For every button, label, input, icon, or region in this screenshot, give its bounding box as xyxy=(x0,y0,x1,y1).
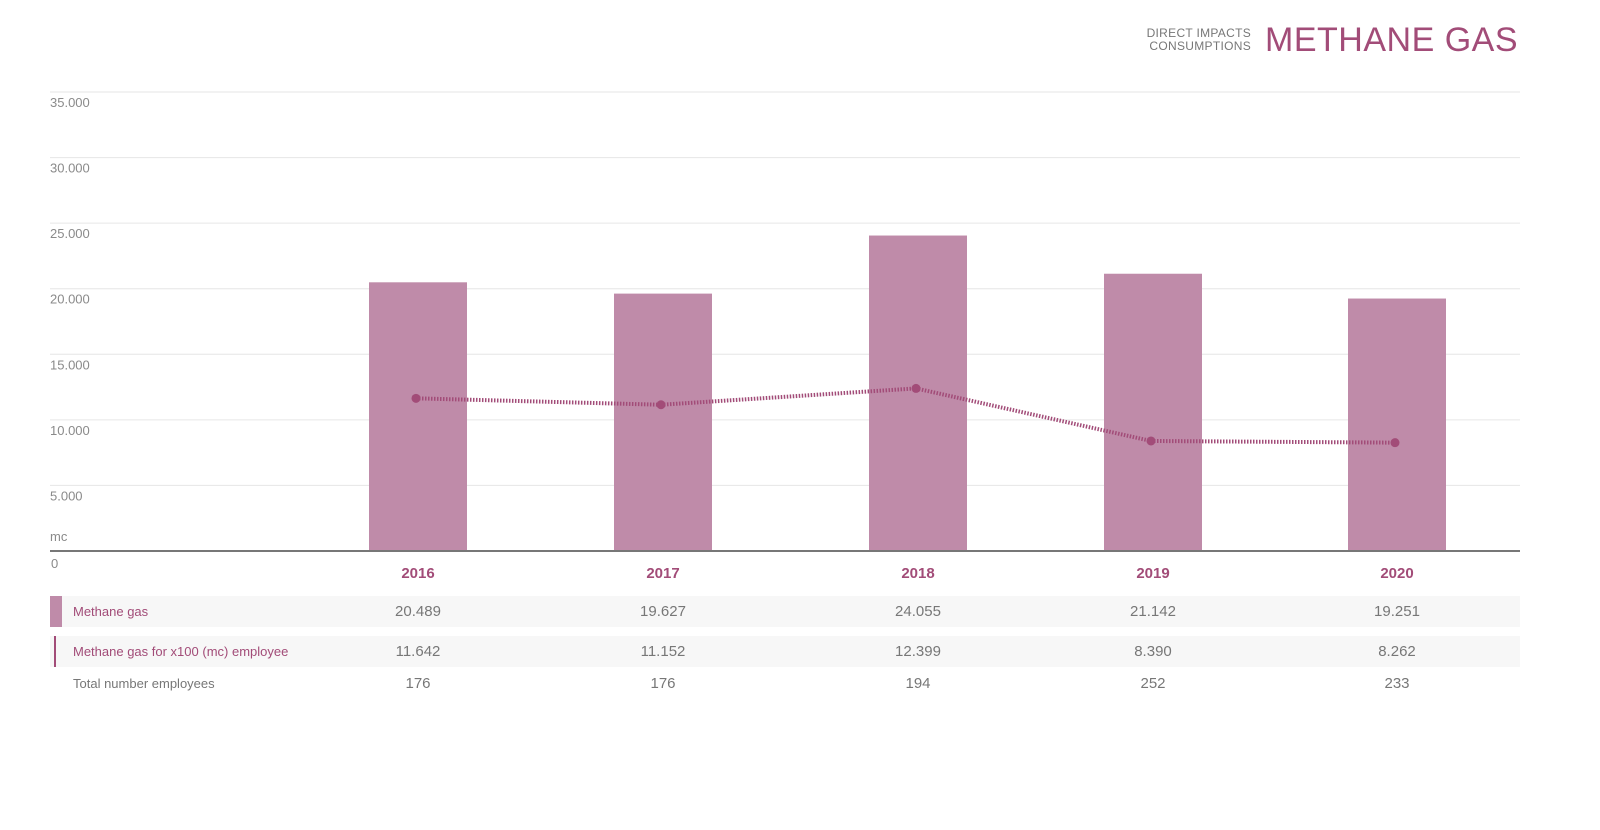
legend-swatch-line xyxy=(54,636,56,667)
legend-label-methane-gas: Methane gas xyxy=(73,604,149,619)
subtitle-line-2: CONSUMPTIONS xyxy=(1149,39,1252,53)
table-row-bg xyxy=(50,596,1520,627)
x-category-label: 2019 xyxy=(1136,565,1169,582)
line-segment xyxy=(915,386,1152,443)
y-tick-label: 5.000 xyxy=(50,488,83,503)
x-category-label: 2020 xyxy=(1380,565,1413,582)
legend-label-per-employee: Methane gas for x100 (mc) employee xyxy=(73,644,288,659)
y-tick-label: 15.000 xyxy=(50,357,90,372)
line-segment xyxy=(415,396,662,407)
line-point-2016 xyxy=(411,393,421,403)
table-cell-value: 252 xyxy=(1140,675,1165,692)
y-tick-label: 0 xyxy=(51,556,58,571)
chart-title: METHANE GAS xyxy=(1265,21,1518,59)
table-cell-value: 176 xyxy=(650,675,675,692)
bar-2016 xyxy=(369,282,467,551)
table-label-total-employees: Total number employees xyxy=(73,676,215,691)
line-point-2020 xyxy=(1390,438,1400,448)
y-tick-label: 30.000 xyxy=(50,161,90,176)
table-cell-value: 11.152 xyxy=(641,643,686,660)
table-cell-value: 233 xyxy=(1384,675,1409,692)
table-cell-value: 21.142 xyxy=(1130,603,1176,620)
table-cell-value: 194 xyxy=(905,675,930,692)
y-tick-label: 10.000 xyxy=(50,423,90,438)
bar-2019 xyxy=(1104,273,1202,551)
table-cell-value: 8.262 xyxy=(1378,643,1416,660)
line-point-2017 xyxy=(656,400,666,410)
bar-2018 xyxy=(869,235,967,551)
table-cell-value: 19.251 xyxy=(1374,603,1420,620)
bar-2017 xyxy=(614,293,712,551)
table-cell-value: 11.642 xyxy=(396,643,441,660)
line-segment xyxy=(1150,438,1396,445)
table-row-bg xyxy=(50,636,1520,667)
table-cell-value: 19.627 xyxy=(640,603,686,620)
y-tick-label: 35.000 xyxy=(50,95,90,110)
unit-label: mc xyxy=(50,529,68,544)
line-point-2019 xyxy=(1146,436,1156,446)
table-cell-value: 20.489 xyxy=(395,603,441,620)
legend-swatch-bar xyxy=(50,596,62,627)
bar-2020 xyxy=(1348,298,1446,551)
table-cell-value: 12.399 xyxy=(895,643,941,660)
table-cell-value: 24.055 xyxy=(895,603,941,620)
subtitle-line-1: DIRECT IMPACTS xyxy=(1146,26,1252,40)
line-point-2018 xyxy=(911,383,921,393)
y-tick-label: 25.000 xyxy=(50,226,90,241)
table-cell-value: 176 xyxy=(405,675,430,692)
line-segment xyxy=(660,386,917,407)
y-tick-label: 20.000 xyxy=(50,292,90,307)
x-category-label: 2018 xyxy=(901,565,934,582)
x-category-label: 2016 xyxy=(401,565,434,582)
chart-header: DIRECT IMPACTS CONSUMPTIONS METHANE GAS xyxy=(1147,22,1518,58)
chart-subtitle: DIRECT IMPACTS CONSUMPTIONS xyxy=(1147,27,1251,53)
table-cell-value: 8.390 xyxy=(1134,643,1172,660)
x-category-label: 2017 xyxy=(646,565,679,582)
